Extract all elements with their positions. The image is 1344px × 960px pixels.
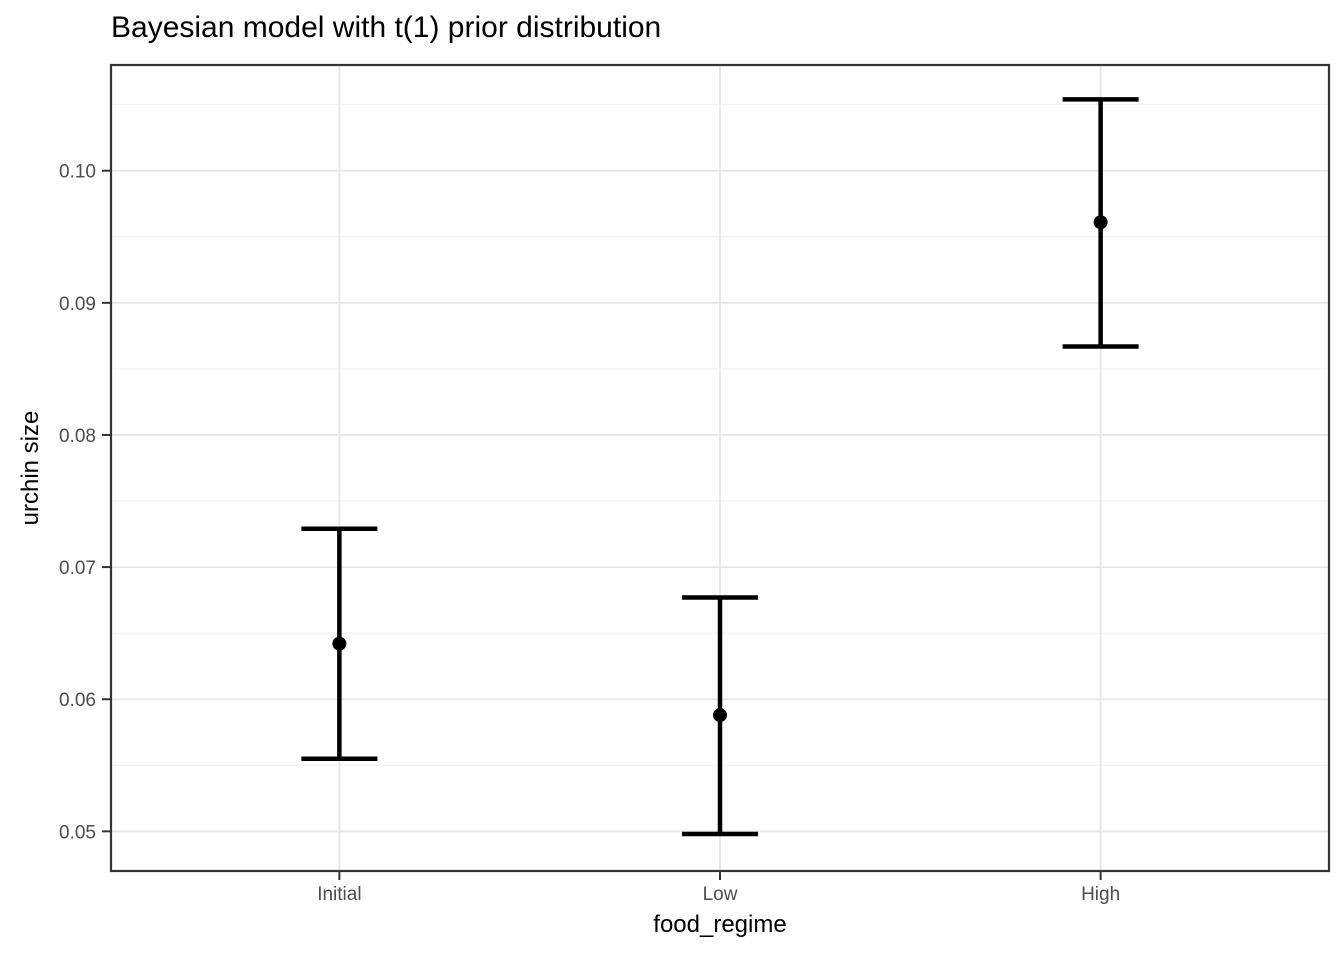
plot-title: Bayesian model with t(1) prior distribut… [111, 11, 662, 44]
x-tick-label: Low [703, 884, 738, 905]
point-estimate [713, 708, 727, 723]
y-tick-label: 0.08 [59, 426, 96, 447]
y-tick-label: 0.10 [59, 162, 96, 183]
y-tick-label: 0.07 [59, 558, 96, 579]
x-axis-title: food_regime [653, 911, 787, 938]
y-tick-label: 0.09 [59, 294, 96, 315]
point-estimate [1093, 215, 1108, 230]
point-estimate [332, 636, 347, 651]
y-tick-label: 0.05 [59, 822, 96, 843]
y-tick-label: 0.06 [59, 690, 96, 711]
x-tick-label: High [1081, 884, 1120, 905]
x-tick-label: Initial [317, 884, 361, 905]
